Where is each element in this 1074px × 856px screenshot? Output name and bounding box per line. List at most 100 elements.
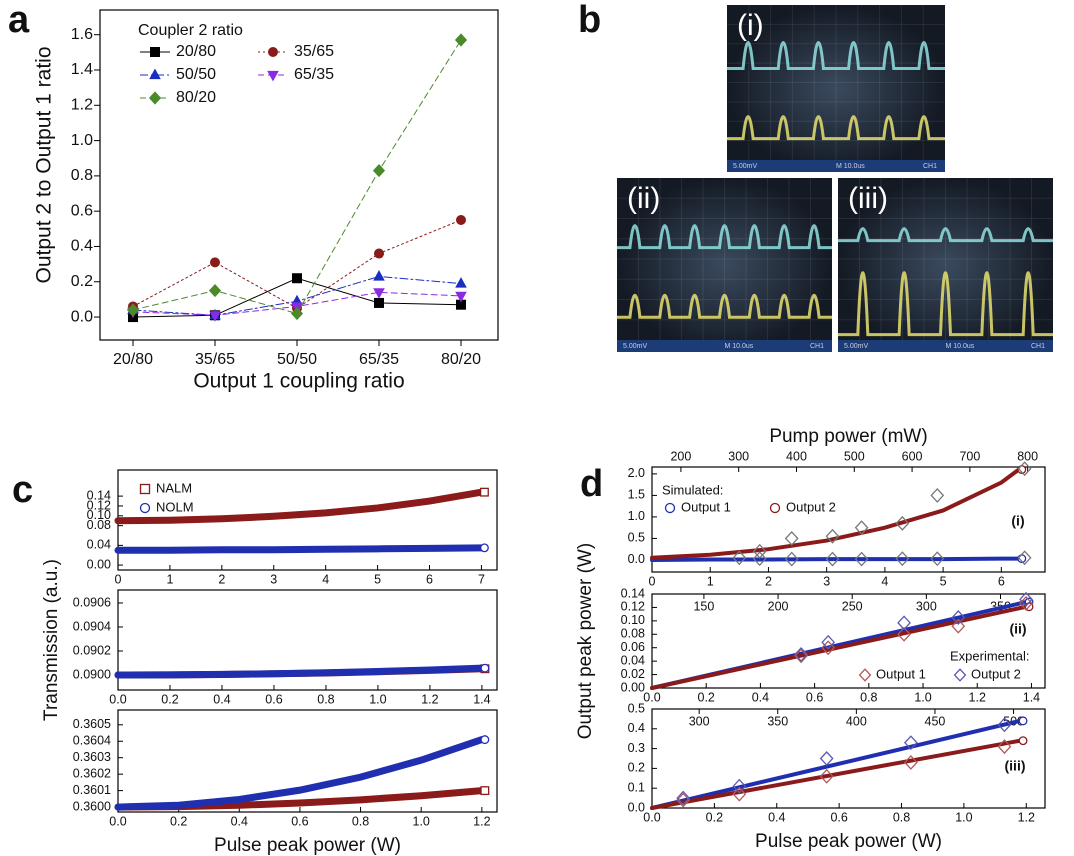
y-tick-label: 1.5 [628,488,645,502]
y-tick-label: 0.0900 [73,667,111,681]
scope-trace [838,271,1053,337]
marker [930,551,945,567]
scope-readout: 5.00mV [623,343,647,350]
marker [769,502,781,514]
x-tick-label: 1.2 [1018,810,1035,824]
marker [480,735,490,745]
x2-tick-label: 300 [916,599,937,613]
y-tick-label: 0.0904 [73,619,111,633]
x-tick-label: 0.8 [317,692,334,706]
x-tick-label: 0.2 [706,810,723,824]
scope-readout: M 10.0us [725,343,754,350]
x-tick-label: 2 [765,574,772,588]
panel-letter: c [12,469,33,511]
x-tick-label: 0.0 [643,810,660,824]
y-axis-label: Output 2 to Output 1 ratio [33,47,56,284]
y-tick-label: 1.2 [71,97,93,114]
screen-bg [838,178,1053,352]
y-tick-label: 0.2 [71,273,93,290]
marker [903,755,918,770]
annotation: (iii) [1005,758,1026,774]
y-tick-label: 0.3603 [73,750,111,764]
x-tick-label: 7 [478,572,485,586]
marker [479,487,489,497]
series-line [650,738,1023,810]
y-tick-label: 0.3605 [73,717,111,731]
marker [676,792,691,808]
marker [148,91,162,105]
marker [752,543,767,559]
marker [821,634,836,650]
marker [819,768,834,784]
y-tick-label: 0.3 [628,741,645,755]
y-axis-label: Output peak power (W) [575,543,596,739]
x-tick-label: 2 [218,572,225,586]
x-tick-label: 1.0 [914,690,931,704]
y-tick-label: 0.00 [621,680,645,694]
marker [374,248,384,259]
marker [480,786,490,796]
series-line [650,718,1023,810]
x2-tick-label: 500 [844,449,865,463]
x-tick-label: 0.6 [291,814,308,828]
marker [897,626,911,642]
y-tick-label: 0.0902 [73,643,111,657]
x-tick-label: 0.8 [860,690,877,704]
legend-label: Output 2 [971,666,1021,681]
marker [1017,461,1032,477]
y-tick-label: 0.10 [621,613,645,627]
y-tick-label: 0.04 [87,538,111,552]
marker [372,164,386,178]
marker [819,751,834,766]
scope-label: (i) [737,9,764,42]
x-tick-label: 20/80 [113,351,153,368]
x-tick-label: 1.4 [1023,690,1040,704]
y-tick-label: 0.5 [628,531,645,545]
marker [139,502,151,514]
marker [895,551,910,567]
marker [292,273,302,284]
series-line [650,467,1021,560]
x2-tick-label: 150 [693,599,714,613]
marker [208,284,222,298]
marker [268,47,278,57]
marker [1019,591,1033,607]
x-axis-label: Pulse peak power (W) [214,835,401,856]
scope-readout: M 10.0us [946,343,975,350]
marker [209,311,221,322]
y-tick-label: 0.04 [621,653,645,667]
y-tick-label: 0.14 [621,586,645,600]
scope-readout: M 10.0us [836,163,865,170]
x-tick-label: 1 [166,572,173,586]
marker [1017,550,1032,566]
marker [854,551,869,567]
marker [951,618,966,634]
scope-screen: 5.00mV M 10.0us CH1 (iii) [838,178,1053,352]
y-tick-label: 0.0 [628,552,645,566]
x-tick-label: 0.2 [170,814,187,828]
x-tick-label: 0.0 [643,690,660,704]
legend-label: NOLM [156,499,194,514]
y-tick-label: 0.3600 [73,799,111,813]
x2-tick-label: 400 [786,449,807,463]
x-tick-label: 0 [115,572,122,586]
legend-label: 20/80 [176,43,216,60]
marker [149,68,161,80]
x-tick-label: 1.0 [369,692,386,706]
plot-frame [651,466,1046,573]
y-tick-label: 0.5 [628,701,645,715]
scope-trace [727,41,945,70]
x2-tick-label: 300 [728,449,749,463]
y-tick-label: 0.0906 [73,595,111,609]
marker [480,663,490,673]
x2-tick-label: 200 [670,449,691,463]
x2-axis-label: Pump power (mW) [769,426,927,447]
x-tick-label: 0.4 [768,810,785,824]
y-tick-label: 0.14 [87,488,111,502]
y-tick-label: 1.0 [628,509,645,523]
x-tick-label: 1.0 [955,810,972,824]
legend-title: Simulated: [662,482,723,497]
marker [895,515,910,531]
marker [1018,736,1028,746]
marker [210,257,220,268]
